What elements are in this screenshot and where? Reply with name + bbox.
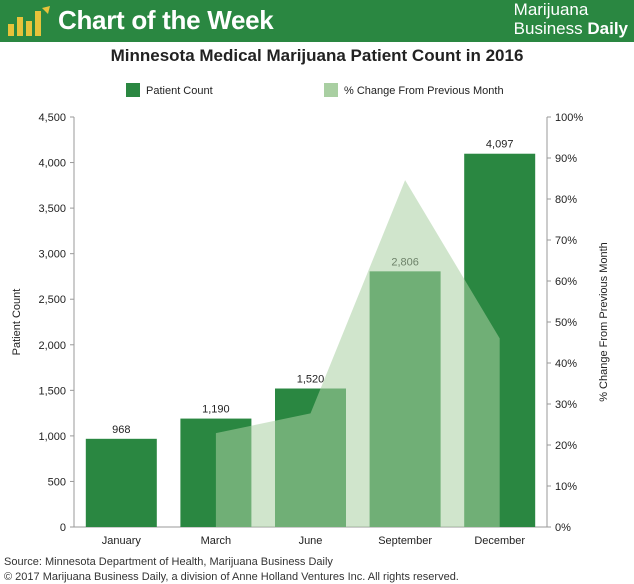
y-tick-label-right: 80% [555,194,577,206]
bar-chart-leaf-icon [8,6,50,36]
x-tick-label: December [474,535,525,547]
y-tick-label-right: 50% [555,317,577,329]
legend-swatch-pct-change [324,83,338,97]
y-tick-label-right: 90% [555,153,577,165]
x-tick-label: September [378,535,432,547]
bar-value-label: 4,097 [486,139,514,151]
y-axis-title-right: % Change From Previous Month [598,242,610,402]
banner-title: Chart of the Week [58,5,274,35]
bar-value-label: 968 [112,424,130,436]
y-tick-label-left: 3,500 [38,203,66,215]
legend-swatch-patient-count [126,83,140,97]
brand-daily: Daily [587,19,628,38]
area-pct-change [215,180,500,527]
legend: Patient Count % Change From Previous Mon… [126,83,504,97]
y-tick-label-left: 1,500 [38,385,66,397]
x-tick-label: June [299,535,323,547]
y-tick-label-left: 2,000 [38,340,66,352]
y-tick-label-right: 20% [555,440,577,452]
bar-value-label: 1,190 [202,404,230,416]
y-tick-label-left: 1,000 [38,431,66,443]
banner: Chart of the Week Marijuana Business Dai… [0,0,634,42]
brand-line-1: Marijuana [513,0,589,19]
brand-line-2: Business Daily [514,19,628,38]
y-axis-title-left: Patient Count [11,289,23,356]
y-tick-label-left: 4,500 [38,112,66,124]
y-tick-label-right: 30% [555,399,577,411]
copyright-note: © 2017 Marijuana Business Daily, a divis… [4,571,459,583]
brand-logo: Marijuana Business Daily [514,0,628,38]
chart-title: Minnesota Medical Marijuana Patient Coun… [110,46,524,65]
y-tick-label-right: 70% [555,235,577,247]
y-tick-label-left: 4,000 [38,158,66,170]
source-note: Source: Minnesota Department of Health, … [4,556,333,568]
y-tick-label-right: 60% [555,276,577,288]
plot-area: 0 500 1,000 1,500 2,000 2,500 3,000 3,500 4,000 4… [38,112,583,547]
y-tick-label-right: 100% [555,112,583,124]
legend-label-patient-count: Patient Count [146,85,213,97]
x-tick-label: January [102,535,142,547]
bar-patient-count [85,438,157,527]
bar-value-label: 1,520 [297,374,325,386]
brand-business: Business [513,19,588,38]
x-tick-label: March [201,535,232,547]
y-tick-label-right: 40% [555,358,577,370]
y-tick-label-right: 10% [555,481,577,493]
y-tick-label-left: 2,500 [38,294,66,306]
y-tick-label-right: 0% [555,522,571,534]
y-tick-label-left: 500 [48,476,66,488]
legend-label-pct-change: % Change From Previous Month [344,85,504,97]
y-tick-label-left: 3,000 [38,249,66,261]
y-tick-label-left: 0 [60,522,66,534]
